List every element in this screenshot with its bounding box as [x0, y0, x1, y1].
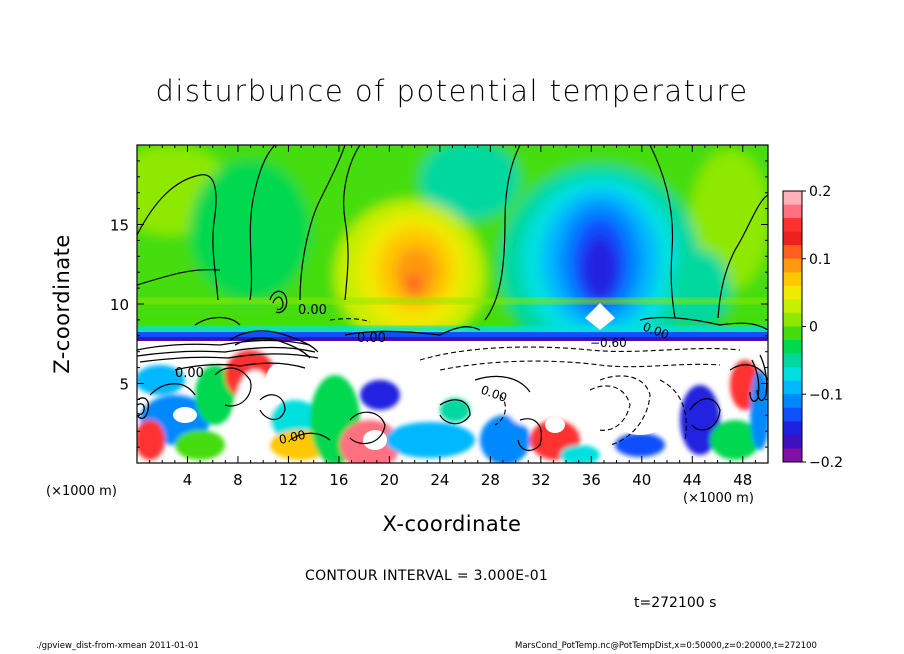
y-axis-label: Z-coordinate — [49, 234, 74, 374]
colorbar-tick-label: 0.1 — [809, 252, 831, 268]
colorbar-tick-label: −0.2 — [809, 455, 843, 471]
colorbar-tick-label: −0.1 — [809, 387, 843, 403]
x-tick-label: 16 — [329, 471, 348, 489]
colorbar-swatch — [783, 340, 802, 355]
y-tick-label: 10 — [110, 296, 129, 314]
x-unit-label: (×1000 m) — [683, 491, 754, 506]
footer-source: MarsCond_PotTemp.nc@PotTempDist,x=0:5000… — [515, 641, 817, 651]
x-tick-label: 40 — [632, 471, 651, 489]
x-tick-label: 44 — [683, 471, 702, 489]
colorbar-tick-labels: 0.2 0.1 0 −0.1 −0.2 — [802, 184, 843, 471]
x-tick-label: 32 — [531, 471, 550, 489]
x-axis-label-text: X-coordinate — [382, 512, 522, 536]
x-tick-label: 48 — [733, 471, 752, 489]
x-tick-label: 12 — [279, 471, 298, 489]
colorbar-swatch — [783, 326, 802, 341]
x-tick-label: 24 — [430, 471, 449, 489]
colorbar-swatch — [783, 272, 802, 287]
heatmap-field: 0.00 0.00 0.00 0.00 0.00 0.00 −0.60 — [137, 145, 768, 463]
colorbar-swatch — [783, 258, 802, 273]
contour-lines — [137, 145, 768, 452]
colorbar-swatch — [783, 204, 802, 219]
x-tick-label: 28 — [481, 471, 500, 489]
y-tick-label: 5 — [119, 376, 129, 394]
y-tick-labels: 5 10 15 — [110, 217, 129, 394]
time-label: t=272100 s — [634, 595, 717, 611]
colorbar-swatch — [783, 394, 802, 409]
colorbar-swatch — [783, 448, 802, 463]
x-tick-label: 36 — [582, 471, 601, 489]
x-ticks — [149, 145, 756, 463]
chart-title: disturbunce of potential temperature — [155, 74, 749, 108]
colorbar-tick-label: 0 — [809, 320, 818, 336]
x-tick-label: 4 — [183, 471, 193, 489]
x-axis-label: X-coordinate — [0, 512, 904, 536]
y-tick-label: 15 — [110, 217, 129, 235]
x-tick-label: 20 — [380, 471, 399, 489]
colorbar-swatch — [783, 407, 802, 422]
contour-interval-text: CONTOUR INTERVAL = 3.000E-01 — [305, 568, 549, 584]
colorbar-swatch — [783, 367, 802, 382]
colorbar-tick-label: 0.2 — [809, 184, 831, 200]
x-tick-labels: 4 8 12 16 20 24 28 32 36 40 44 48 — [183, 471, 753, 489]
colorbar-swatch — [783, 231, 802, 246]
colorbar-swatch — [783, 380, 802, 395]
contour-label: 0.00 — [298, 303, 327, 318]
colorbar-swatch — [783, 299, 802, 314]
colorbar-swatch — [783, 353, 802, 368]
footer-command: ./gpview_dist-from-xmean 2011-01-01 — [36, 641, 199, 651]
contour-label: 0.00 — [175, 366, 204, 381]
colorbar-swatch — [783, 434, 802, 449]
colorbar-swatch — [783, 285, 802, 300]
colorbar-swatch — [783, 245, 802, 260]
contour-cluster — [137, 290, 768, 419]
x-tick-label: 8 — [233, 471, 243, 489]
colorbar-swatch — [783, 191, 802, 206]
contour-label: −0.60 — [590, 336, 627, 350]
contour-label: 0.00 — [278, 428, 307, 447]
negative-contours — [329, 318, 741, 446]
y-ticks — [137, 160, 768, 448]
z-unit-label: (×1000 m) — [46, 484, 117, 499]
colorbar-swatch — [783, 218, 802, 233]
colorbar-swatch — [783, 312, 802, 327]
contour-label: 0.00 — [357, 331, 386, 346]
colorbar-swatch — [783, 421, 802, 436]
colorbar — [783, 191, 802, 463]
